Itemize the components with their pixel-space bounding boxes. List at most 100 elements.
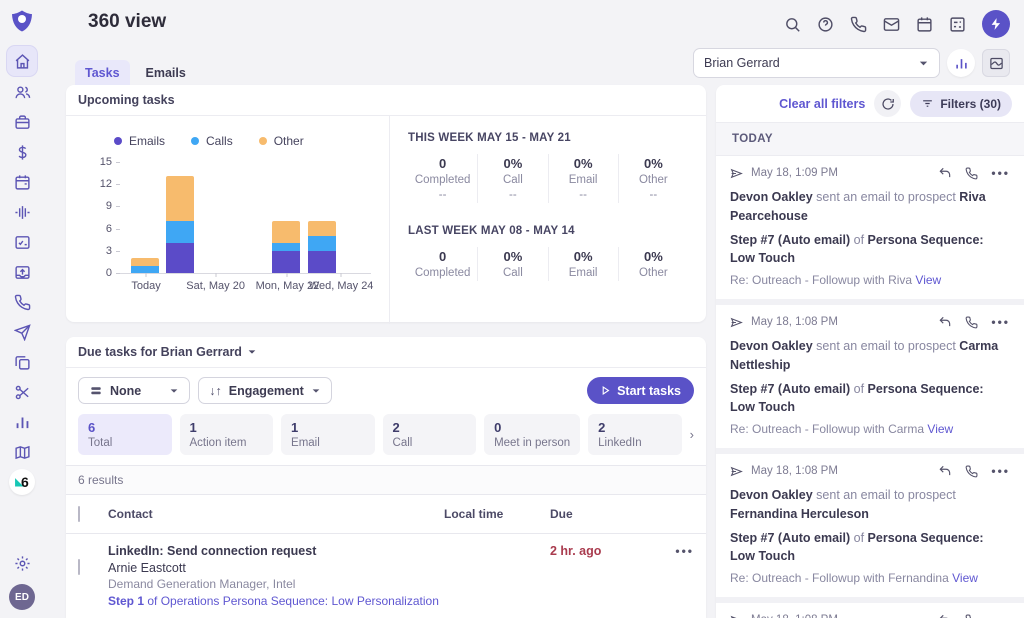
select-all-checkbox[interactable] xyxy=(78,506,80,522)
view-link[interactable]: View xyxy=(915,273,942,287)
counter-meet[interactable]: 0 Meet in person xyxy=(484,414,581,455)
help-icon[interactable] xyxy=(814,13,836,35)
sidebar-item-sequences[interactable] xyxy=(7,318,37,346)
start-tasks-button[interactable]: Start tasks xyxy=(587,377,694,404)
reply-icon[interactable] xyxy=(938,613,952,618)
tab-tasks[interactable]: Tasks xyxy=(75,60,130,88)
refresh-button[interactable] xyxy=(874,90,902,117)
search-icon[interactable] xyxy=(781,13,803,35)
counter-action-item[interactable]: 1 Action item xyxy=(179,414,274,455)
counter-linkedin[interactable]: 2 LinkedIn xyxy=(588,414,682,455)
counter-total[interactable]: 6 Total xyxy=(78,414,172,455)
stat-other: 0% Other -- xyxy=(617,154,688,203)
chevron-down-icon xyxy=(312,388,320,393)
stacked-bar-Today[interactable] xyxy=(131,258,160,273)
sidebar-item-templates[interactable] xyxy=(7,348,37,376)
sidebar-item-accounts[interactable] xyxy=(7,108,37,136)
reply-icon[interactable] xyxy=(938,166,952,180)
call-icon[interactable] xyxy=(965,316,978,329)
bar-segment-emails xyxy=(272,250,301,273)
call-icon[interactable] xyxy=(965,614,978,618)
user-avatar[interactable]: ED xyxy=(9,584,35,610)
bar-chart-icon xyxy=(955,58,967,68)
sent-email-icon xyxy=(730,167,743,180)
tab-emails[interactable]: Emails xyxy=(145,66,186,80)
sidebar-item-prospects[interactable] xyxy=(7,78,37,106)
counter-email[interactable]: 1 Email xyxy=(281,414,375,455)
feed-item[interactable]: May 18, 1:08 PM ••• Devon Oakley sent an… xyxy=(716,454,1024,597)
calendar-icon[interactable] xyxy=(913,13,935,35)
view-link[interactable]: View xyxy=(927,422,954,436)
sent-email-icon xyxy=(730,316,743,329)
row-checkbox[interactable] xyxy=(78,559,80,575)
y-axis-tick-label: 0 xyxy=(105,267,112,279)
counters-scroll-right[interactable]: › xyxy=(689,427,694,442)
sequence-step[interactable]: Step 1 of Operations Persona Sequence: L… xyxy=(108,594,439,608)
feed-item[interactable]: May 18, 1:09 PM ••• Devon Oakley sent an… xyxy=(716,156,1024,299)
sidebar-item-tasks[interactable] xyxy=(7,228,37,256)
mail-icon[interactable] xyxy=(880,13,902,35)
y-axis-tick-label: 3 xyxy=(105,244,112,257)
feed-item[interactable]: May 18, 1:08 PM ••• Devon Oakley sent an… xyxy=(716,603,1024,618)
view-link[interactable]: View xyxy=(952,571,978,585)
feed-menu-button[interactable]: ••• xyxy=(991,315,1010,329)
counter-call[interactable]: 2 Call xyxy=(382,414,477,455)
call-icon[interactable] xyxy=(965,167,978,180)
clear-all-filters-link[interactable]: Clear all filters xyxy=(779,96,866,111)
sidebar-item-snippets[interactable] xyxy=(7,378,37,406)
x-axis-tick-label: Sat, May 20 xyxy=(186,280,245,292)
sidebar-item-calendar[interactable] xyxy=(7,168,37,196)
quick-actions-button[interactable] xyxy=(982,10,1010,38)
copy-icon xyxy=(14,355,30,370)
weekly-stats: THIS WEEK MAY 15 - MAY 21 0 Completed --… xyxy=(390,116,706,324)
y-axis-tick-label: 12 xyxy=(99,178,112,191)
contact-name[interactable]: Arnie Eastcott xyxy=(108,561,186,575)
person-selector[interactable]: Brian Gerrard xyxy=(693,48,940,78)
filters-button[interactable]: Filters (30) xyxy=(910,90,1012,117)
sidebar-item-outbox[interactable] xyxy=(7,258,37,286)
sidebar-item-6sense[interactable]: ◣ 6 xyxy=(7,468,37,496)
bar-segment-calls xyxy=(131,265,160,273)
stacked-bar-Mon, May 22[interactable] xyxy=(272,220,301,273)
due-tasks-filters: None ↓↑ Engagement Start tasks xyxy=(66,368,706,412)
feed-menu-button[interactable]: ••• xyxy=(991,464,1010,478)
due-tasks-header[interactable]: Due tasks for Brian Gerrard xyxy=(66,337,706,368)
sidebar-item-settings[interactable] xyxy=(7,549,37,577)
feed-menu-button[interactable]: ••• xyxy=(991,166,1010,180)
stacked-bar-chart[interactable]: 0 3 6 9 12 15 Today Sat, May 20 Mon, May 22 Wed, … xyxy=(100,156,374,292)
sidebar-item-calls[interactable] xyxy=(7,288,37,316)
column-local-time: Local time xyxy=(444,507,504,521)
phone-icon xyxy=(14,294,30,310)
bar-segment-calls xyxy=(272,243,301,251)
table-row[interactable]: LinkedIn: Send connection request Arnie … xyxy=(66,534,706,618)
reply-icon[interactable] xyxy=(938,464,952,478)
last-week-heading: LAST WEEK MAY 08 - MAY 14 xyxy=(408,225,575,237)
row-menu-button[interactable]: ••• xyxy=(675,544,694,558)
upcoming-tasks-chart: Emails Calls Other 0 3 6 9 12 15 Today Sat, May… xyxy=(66,116,390,324)
person-toolbar: Brian Gerrard xyxy=(693,48,1010,78)
stacked-bar-Tue, May 23[interactable] xyxy=(307,220,336,273)
group-by-select[interactable]: None xyxy=(78,377,191,404)
call-icon[interactable] xyxy=(965,465,978,478)
phone-icon[interactable] xyxy=(847,13,869,35)
task-settings-icon[interactable] xyxy=(946,13,968,35)
send-icon xyxy=(13,323,31,341)
sidebar-item-playbooks[interactable] xyxy=(7,438,37,466)
stat-call: 0% Call xyxy=(477,247,547,281)
chart-legend: Emails Calls Other xyxy=(114,134,385,148)
feed-timestamp: May 18, 1:08 PM xyxy=(751,614,838,618)
sidebar-item-opportunities[interactable] xyxy=(7,138,37,166)
bar-segment-other xyxy=(131,258,160,266)
reply-icon[interactable] xyxy=(938,315,952,329)
task-type: LinkedIn: Send connection request xyxy=(108,544,317,558)
stacked-bar-Fri, May 19[interactable] xyxy=(166,175,195,273)
sort-select[interactable]: ↓↑ Engagement xyxy=(198,377,332,404)
sidebar-item-reports[interactable] xyxy=(7,408,37,436)
feed-menu-button[interactable]: ••• xyxy=(991,613,1010,618)
sidebar-item-signals[interactable] xyxy=(7,198,37,226)
sidebar-item-home[interactable] xyxy=(7,46,37,76)
feed-item[interactable]: May 18, 1:08 PM ••• Devon Oakley sent an… xyxy=(716,305,1024,448)
app-logo-icon[interactable] xyxy=(10,9,34,33)
chart-view-button[interactable] xyxy=(947,49,975,77)
activity-view-button[interactable] xyxy=(982,49,1010,77)
